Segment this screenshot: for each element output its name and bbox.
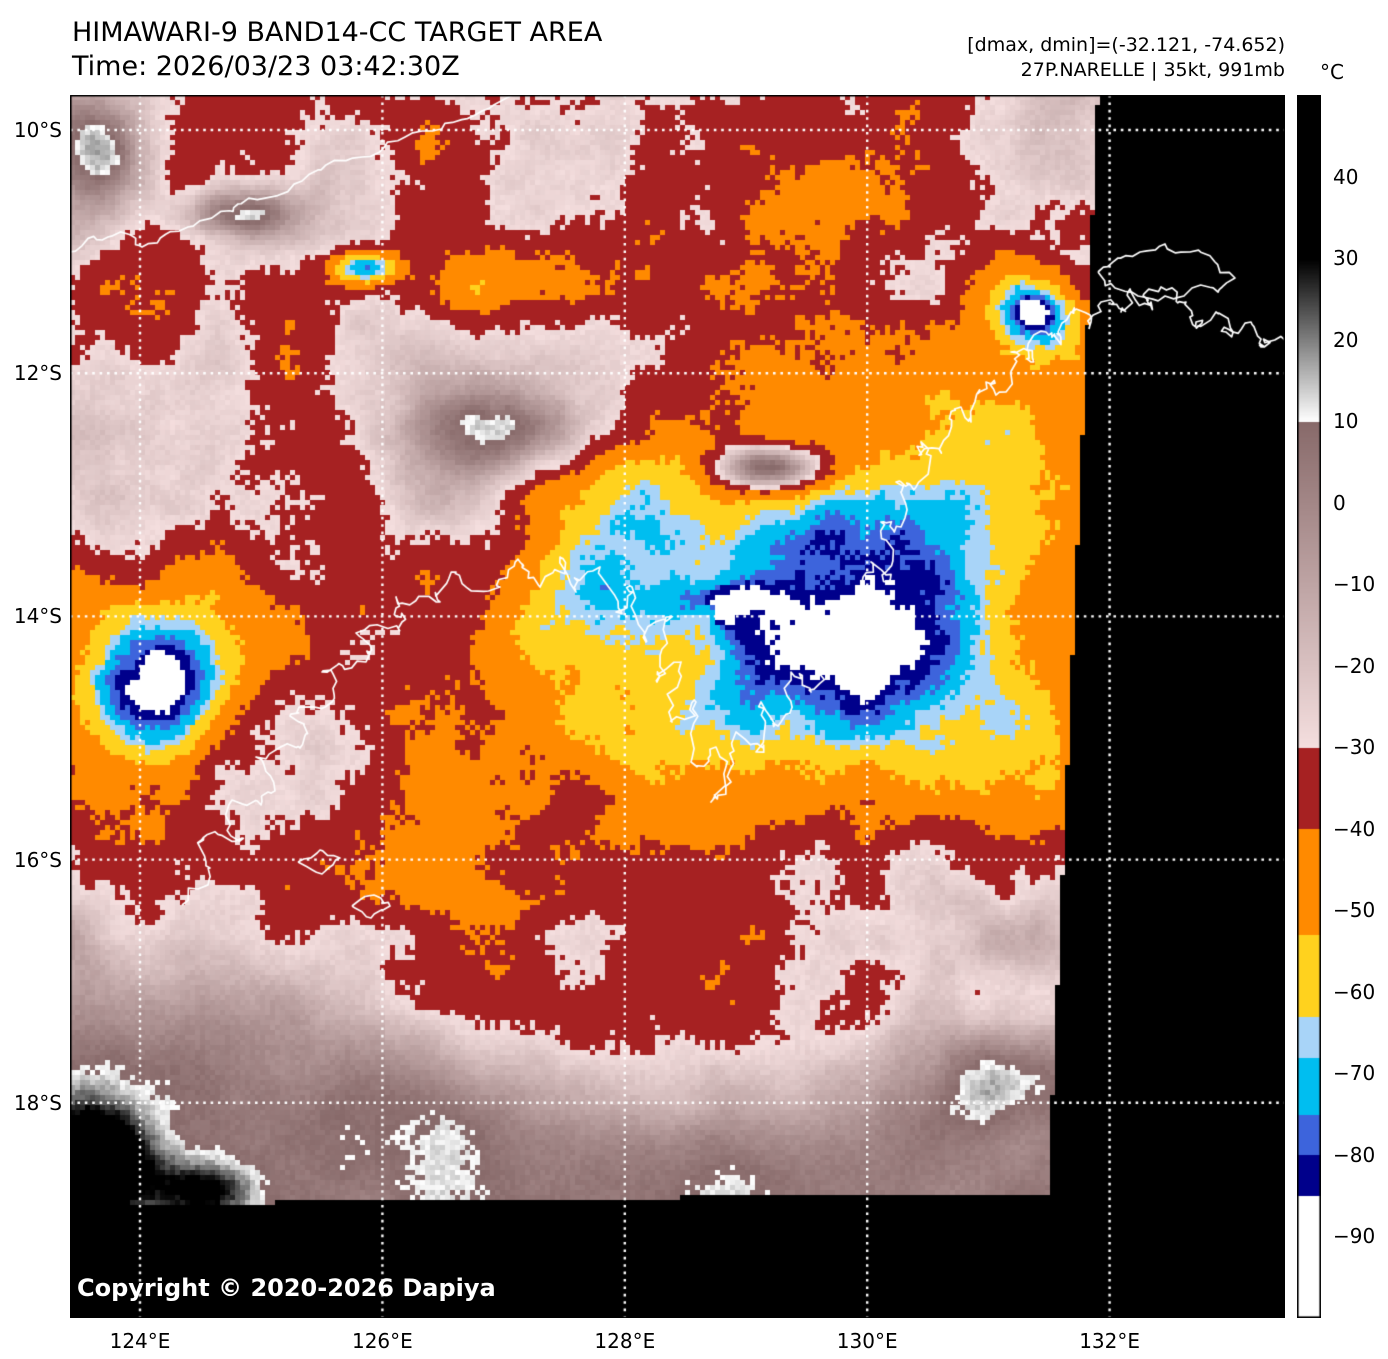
colorbar-unit-label: °C [1320, 60, 1344, 84]
colorbar-tick-label: −20 [1333, 653, 1376, 678]
colorbar-tick-label: −10 [1333, 572, 1376, 597]
page-title: HIMAWARI-9 BAND14-CC TARGET AREA [72, 17, 603, 48]
lon-tick-label: 126°E [351, 1329, 413, 1353]
dmax-dmin-annotation: [dmax, dmin]=(-32.121, -74.652) [967, 34, 1285, 56]
colorbar-tick-label: −30 [1333, 735, 1376, 760]
colorbar-tick-label: −90 [1333, 1224, 1376, 1249]
timestamp: Time: 2026/03/23 03:42:30Z [72, 51, 460, 82]
lat-tick-label: 14°S [13, 604, 62, 629]
lat-tick-label: 12°S [13, 361, 62, 386]
lat-tick-label: 16°S [13, 847, 62, 872]
colorbar-tick-label: 30 [1333, 246, 1359, 271]
colorbar-tick-label: −60 [1333, 979, 1376, 1004]
colorbar-tick-label: −70 [1333, 1061, 1376, 1086]
colorbar-tick-label: −40 [1333, 816, 1376, 841]
colorbar-tick-label: 20 [1333, 327, 1359, 352]
colorbar-tick-label: −50 [1333, 898, 1376, 923]
colorbar-tick-label: 0 [1333, 490, 1346, 515]
storm-info-annotation: 27P.NARELLE | 35kt, 991mb [1020, 59, 1285, 81]
lon-tick-label: 128°E [594, 1329, 656, 1353]
lat-tick-label: 10°S [13, 118, 62, 142]
colorbar-tick-label: 10 [1333, 409, 1359, 434]
colorbar-tick-label: 40 [1333, 164, 1359, 189]
lat-tick-label: 18°S [13, 1090, 62, 1115]
lon-tick-label: 124°E [109, 1329, 171, 1353]
lon-tick-label: 132°E [1079, 1329, 1140, 1353]
lon-tick-label: 130°E [836, 1329, 898, 1353]
colorbar [1297, 95, 1321, 1318]
satellite-map-image [70, 95, 1285, 1318]
colorbar-tick-label: −80 [1333, 1142, 1376, 1167]
copyright-watermark: Copyright © 2020-2026 Dapiya [77, 1274, 496, 1302]
